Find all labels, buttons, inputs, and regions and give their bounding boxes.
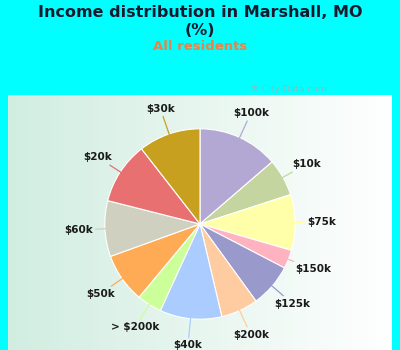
Wedge shape (142, 129, 200, 224)
Text: $75k: $75k (250, 217, 336, 227)
Text: ® City-Data.com: ® City-Data.com (250, 85, 326, 94)
Wedge shape (200, 224, 284, 301)
Wedge shape (110, 224, 200, 297)
Wedge shape (200, 129, 272, 224)
Text: $20k: $20k (84, 152, 158, 197)
Text: $150k: $150k (246, 243, 331, 274)
Text: $200k: $200k (221, 269, 269, 340)
Text: $125k: $125k (238, 256, 310, 308)
Wedge shape (200, 224, 292, 268)
Text: All residents: All residents (153, 40, 247, 53)
Wedge shape (200, 224, 256, 317)
Wedge shape (160, 224, 222, 319)
Text: > $200k: > $200k (111, 266, 174, 332)
Wedge shape (200, 162, 290, 224)
Text: (%): (%) (185, 23, 215, 38)
Wedge shape (200, 195, 295, 250)
Text: $10k: $10k (243, 159, 320, 200)
Text: Income distribution in Marshall, MO: Income distribution in Marshall, MO (38, 5, 362, 20)
Wedge shape (105, 201, 200, 257)
Text: $50k: $50k (86, 252, 160, 299)
Wedge shape (108, 149, 200, 224)
Text: $30k: $30k (146, 104, 184, 177)
Text: $60k: $60k (64, 225, 150, 235)
Text: $100k: $100k (221, 108, 269, 179)
Wedge shape (139, 224, 200, 310)
Text: $40k: $40k (174, 273, 202, 350)
